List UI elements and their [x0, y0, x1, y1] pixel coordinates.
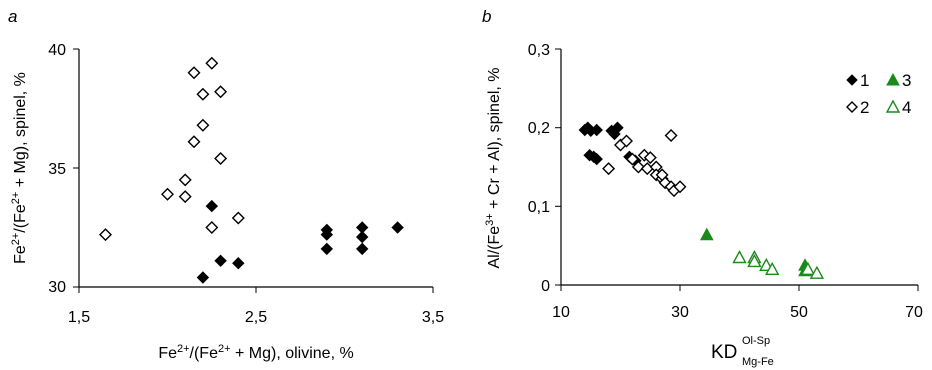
data-point-open-triangle — [765, 261, 780, 275]
panel-a-x-tick-label: 1,5 — [68, 309, 90, 326]
panel-a-x-ticks: 1,5 2,5 3,5 — [68, 287, 444, 326]
data-point-filled-diamond — [214, 254, 227, 268]
data-point-open-diamond — [187, 66, 201, 80]
panel-a-letter: a — [8, 7, 17, 26]
panel-a-xlabel-part: + Mg), olivine, % — [231, 345, 354, 362]
data-point-open-diamond — [178, 173, 192, 187]
data-point-open-diamond — [196, 87, 210, 101]
legend-marker-open-diamond — [846, 101, 858, 113]
panel-b-x-ticks: 10 30 50 70 — [552, 285, 923, 321]
panel-b: b 0 0,1 0,2 0,3 10 30 50 70 KD Ol-Sp Mg — [482, 7, 923, 368]
data-point-filled-diamond — [232, 256, 245, 270]
data-point-open-diamond — [196, 118, 210, 132]
panel-b-y-axis-title: Al/(Fe3+ + Cr + Al), spinel, % — [484, 67, 503, 268]
data-point-filled-diamond — [355, 242, 369, 256]
data-point-open-triangle — [800, 261, 816, 275]
data-point-open-diamond — [625, 152, 639, 166]
data-point-open-diamond — [620, 134, 633, 148]
data-point-filled-triangle — [699, 227, 714, 241]
panel-a-data-points — [99, 56, 404, 284]
data-point-filled-diamond — [205, 199, 219, 213]
panel-b-x-tick-label: 10 — [552, 304, 570, 321]
panel-b-xlabel-main: KD — [711, 342, 737, 363]
panel-b-legend: 1 2 3 4 — [846, 71, 911, 117]
panel-a-ylabel-part: Fe — [12, 245, 29, 264]
data-point-filled-diamond — [196, 271, 210, 284]
panel-b-letter: b — [482, 7, 491, 26]
panel-b-x-tick-label: 70 — [905, 304, 923, 321]
legend-label-4: 4 — [902, 98, 911, 117]
data-point-open-diamond — [214, 85, 228, 99]
data-point-open-diamond — [664, 129, 678, 142]
data-point-open-diamond — [187, 135, 201, 149]
data-point-filled-diamond — [590, 123, 603, 137]
legend-label-2: 2 — [860, 98, 869, 117]
data-point-open-diamond — [99, 228, 112, 242]
data-point-open-diamond — [161, 187, 174, 201]
panel-a-x-tick-label: 2,5 — [245, 309, 267, 326]
panel-a-xlabel-sup: 2+ — [218, 343, 231, 355]
data-point-open-diamond — [655, 168, 669, 182]
data-point-open-diamond — [205, 56, 219, 70]
legend-marker-open-triangle — [885, 99, 901, 113]
panel-a-y-axis-title: Fe2+/(Fe2+ + Mg), spinel, % — [10, 72, 29, 264]
panel-b-y-tick-label: 0,3 — [528, 42, 550, 59]
legend-label-1: 1 — [860, 71, 869, 90]
panel-a-xlabel-part: Fe — [158, 345, 177, 362]
panel-a-ylabel-part: /(Fe — [12, 204, 29, 233]
data-point-open-diamond — [643, 151, 657, 165]
panel-a-ylabel-sup: 2+ — [10, 192, 22, 205]
panel-b-y-ticks: 0 0,1 0,2 0,3 — [528, 42, 561, 295]
legend-marker-filled-diamond — [846, 74, 858, 86]
data-point-open-diamond — [631, 160, 645, 174]
panel-a-y-tick-label: 35 — [48, 161, 66, 178]
data-point-open-triangle — [732, 250, 747, 264]
data-point-filled-diamond — [320, 228, 334, 241]
data-point-open-triangle — [809, 265, 825, 279]
data-point-filled-diamond — [355, 230, 369, 244]
panel-b-xlabel-sup: Ol-Sp — [742, 335, 770, 347]
panel-b-ylabel-part: Al/(Fe — [486, 226, 503, 269]
panel-b-x-tick-label: 30 — [671, 304, 689, 321]
panel-b-ylabel-sup: 3+ — [484, 213, 496, 226]
panel-a-ylabel-part: + Mg), spinel, % — [12, 72, 29, 192]
panel-b-x-tick-label: 50 — [790, 304, 808, 321]
panel-a-x-axis-title: Fe2+/(Fe2+ + Mg), olivine, % — [158, 343, 353, 362]
data-point-open-diamond — [178, 190, 192, 204]
data-point-open-diamond — [205, 221, 219, 234]
data-point-open-triangle — [747, 253, 762, 268]
panel-b-ylabel-part: + Cr + Al), spinel, % — [486, 67, 503, 213]
panel-a-y-tick-label: 30 — [48, 279, 66, 296]
legend-marker-filled-triangle — [886, 72, 900, 86]
panel-a-x-tick-label: 3,5 — [422, 309, 444, 326]
data-point-open-diamond — [602, 162, 616, 176]
panel-b-y-tick-label: 0 — [541, 278, 550, 295]
data-point-filled-diamond — [391, 221, 404, 234]
panel-a-ylabel-sup: 2+ — [10, 233, 22, 246]
legend-label-3: 3 — [902, 71, 911, 90]
panel-b-data-points — [578, 121, 825, 279]
data-point-open-diamond — [673, 180, 687, 194]
data-point-open-diamond — [231, 211, 245, 225]
data-point-open-diamond — [214, 152, 228, 165]
panel-a: a 30 35 40 1,5 2,5 3,5 Fe2+/(Fe2+ + Mg),… — [8, 7, 444, 362]
panel-b-x-axis-title: KD Ol-Sp Mg-Fe — [711, 335, 774, 368]
panel-b-xlabel-sub: Mg-Fe — [742, 356, 774, 368]
panel-a-y-tick-label: 40 — [48, 42, 66, 59]
panel-a-y-ticks: 30 35 40 — [48, 42, 79, 296]
data-point-filled-diamond — [608, 127, 621, 141]
data-point-open-diamond — [640, 162, 654, 176]
panel-b-y-tick-label: 0,1 — [528, 199, 550, 216]
panel-a-xlabel-sup: 2+ — [177, 343, 190, 355]
panel-a-xlabel-part: /(Fe — [190, 345, 219, 362]
data-point-filled-diamond — [320, 242, 334, 256]
panel-b-y-tick-label: 0,2 — [528, 120, 550, 137]
data-point-filled-diamond — [590, 152, 603, 166]
